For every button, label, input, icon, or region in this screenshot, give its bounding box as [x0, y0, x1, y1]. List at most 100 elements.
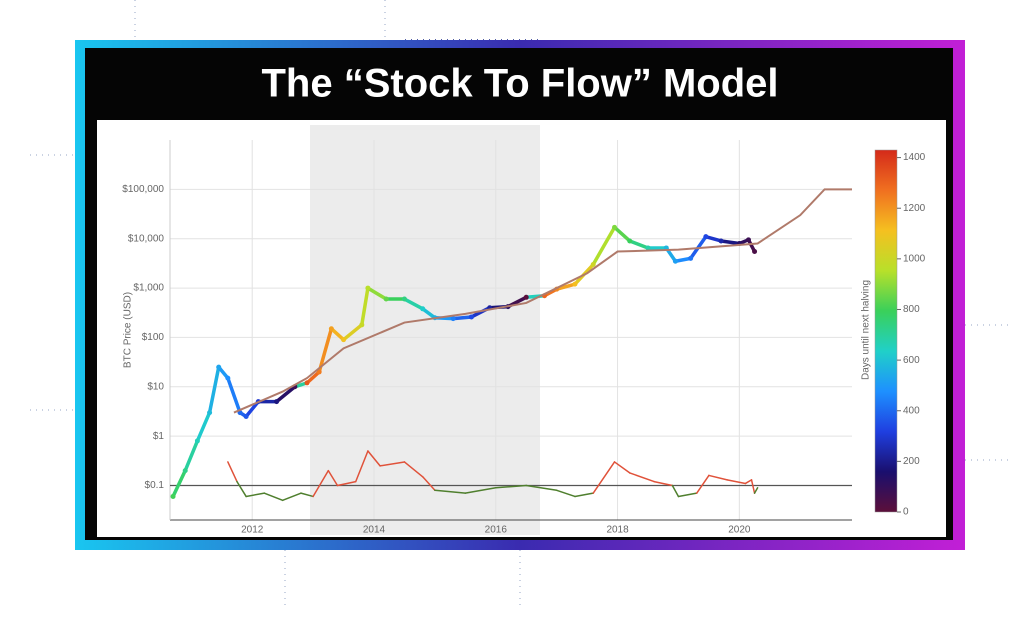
y-tick-label: $0.1 [145, 480, 165, 491]
line-segment [574, 492, 594, 498]
line-segment [244, 399, 261, 419]
price-point [523, 294, 529, 300]
price-point [401, 296, 407, 302]
shaded-band [310, 125, 540, 535]
price-point [745, 237, 751, 243]
line-segment [451, 315, 474, 321]
price-point [627, 238, 633, 244]
line-segment [677, 492, 698, 498]
price-point [316, 369, 322, 375]
colorbar-tick-label: 400 [903, 405, 920, 416]
line-segment [354, 450, 369, 483]
line-segment [592, 461, 616, 494]
line-segment [274, 385, 297, 404]
price-point [365, 285, 371, 291]
line-segment [236, 480, 247, 498]
line-segment [360, 286, 370, 327]
line-segment [671, 484, 680, 498]
line-segment [245, 492, 266, 498]
price-point [383, 296, 389, 302]
price-point [688, 255, 694, 261]
colorbar-tick-label: 0 [903, 507, 909, 518]
price-point [328, 326, 334, 332]
price-point [216, 364, 222, 370]
price-point [341, 337, 347, 343]
y-tick-label: $10,000 [128, 233, 165, 244]
y-tick-label: $10 [147, 381, 164, 392]
line-segment [750, 479, 756, 494]
line-segment [695, 474, 710, 494]
line-segment [420, 307, 437, 320]
line-segment [753, 487, 759, 494]
colorbar-tick-label: 1200 [903, 203, 926, 214]
price-point [468, 314, 474, 320]
colorbar-tick-label: 1000 [903, 253, 926, 264]
price-point [170, 493, 176, 499]
line-segment [327, 469, 339, 487]
price-point [274, 399, 280, 405]
line-segment [227, 461, 238, 483]
line-segment [379, 461, 406, 467]
price-point [243, 414, 249, 420]
line-segment [366, 286, 388, 301]
model-line [233, 188, 852, 414]
line-segment [171, 468, 187, 499]
line-segment [554, 282, 577, 291]
x-tick-label: 2020 [728, 525, 751, 536]
colorbar-tick-label: 600 [903, 355, 920, 366]
y-tick-label: $1,000 [133, 283, 164, 294]
price-point [612, 224, 618, 230]
x-tick-label: 2012 [241, 525, 264, 536]
line-segment [403, 461, 424, 478]
line-segment [591, 225, 617, 267]
line-segment [329, 326, 346, 342]
line-segment [336, 480, 357, 487]
x-tick-label: 2014 [363, 525, 386, 536]
price-point [752, 249, 758, 255]
line-segment [312, 469, 330, 498]
price-point [572, 281, 578, 287]
colorbar-tick-label: 1400 [903, 152, 926, 163]
line-segment [195, 410, 212, 443]
line-segment [628, 472, 655, 483]
line-segment [719, 239, 742, 246]
line-segment [317, 326, 334, 374]
price-point [450, 316, 456, 322]
line-segment [612, 225, 632, 243]
line-segment [263, 492, 284, 502]
x-tick-label: 2018 [606, 525, 629, 536]
line-segment [367, 450, 381, 467]
price-point [182, 468, 188, 474]
line-segment [495, 484, 527, 489]
x-tick-label: 2016 [485, 525, 508, 536]
line-segment [726, 479, 747, 485]
price-point [718, 238, 724, 244]
line-segment [281, 492, 302, 502]
price-point [359, 322, 365, 328]
price-point [420, 306, 426, 312]
decoration [30, 0, 1010, 610]
colorbar-tick-label: 800 [903, 304, 920, 315]
line-segment [613, 461, 631, 474]
line-segment [226, 376, 242, 415]
line-segment [207, 365, 221, 415]
colorbar-tick-label: 200 [903, 456, 920, 467]
price-point [672, 258, 678, 264]
price-point [194, 438, 200, 444]
line-segment [341, 323, 364, 342]
price-point [645, 245, 651, 251]
y-axis-label: BTC Price (USD) [123, 292, 134, 368]
line-segment [744, 479, 753, 485]
colorbar-label: Days until next halving [861, 280, 872, 380]
line-segment [525, 484, 558, 492]
line-segment [555, 489, 576, 498]
chart-title: The “Stock To Flow” Model [261, 62, 778, 106]
line-segment [421, 476, 436, 492]
line-segment [402, 297, 425, 311]
price-point [703, 234, 709, 240]
y-tick-label: $100 [142, 332, 165, 343]
price-point [590, 262, 596, 268]
price-point [207, 410, 213, 416]
